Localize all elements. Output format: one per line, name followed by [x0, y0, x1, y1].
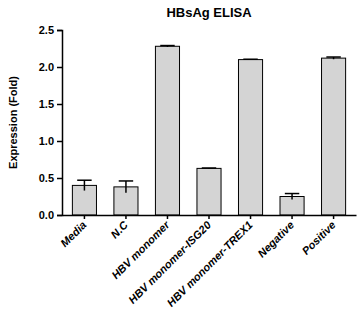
error-bar [160, 46, 174, 47]
title: HBsAg ELISA [166, 5, 252, 20]
x-tick-label: Positive [299, 219, 337, 257]
x-tick: Positive [299, 215, 337, 257]
x-tick-mark [208, 215, 210, 219]
error-cap [202, 167, 216, 169]
y-tick-label: 1.0 [39, 135, 54, 147]
plot: 0.00.51.01.52.02.5MediaN.CHBV monomerHBV… [39, 24, 357, 309]
x-tick-label: HBV monomer-ISG20 [126, 218, 214, 306]
x-tick: Negative [255, 215, 296, 260]
error-stem [125, 181, 127, 193]
y-tick-mark [57, 215, 62, 217]
y-tick: 1.0 [39, 135, 62, 147]
chart: 0.00.51.01.52.02.5MediaN.CHBV monomerHBV… [0, 0, 364, 321]
error-bar [243, 59, 257, 61]
error-cap [326, 56, 340, 58]
x-tick-mark [84, 215, 86, 219]
error-cap [119, 180, 133, 182]
y-axis-title: Expression (Fold) [7, 76, 19, 169]
bars [72, 46, 345, 215]
y-tick: 0.0 [39, 209, 62, 221]
x-tick: HBV monomer-ISG20 [126, 215, 214, 306]
y-tick-mark [57, 30, 62, 32]
y-tick: 0.5 [39, 172, 62, 184]
x-tick-label: HBV monomer-TREX1 [164, 219, 254, 309]
x-tick-label: Media [58, 219, 89, 250]
bar [155, 46, 179, 215]
y-tick-mark [57, 141, 62, 143]
y-tick-label: 1.5 [39, 98, 54, 110]
bar [322, 58, 346, 215]
x-tick: Media [58, 215, 89, 249]
error-bar [285, 194, 299, 200]
error-bar [202, 168, 216, 170]
error-cap [243, 58, 257, 60]
y-tick-label: 2.0 [39, 61, 54, 73]
error-cap [160, 45, 174, 47]
bar [238, 60, 262, 215]
y-tick-label: 2.5 [39, 24, 54, 36]
x-tick-mark [291, 215, 293, 219]
error-stem [84, 180, 86, 190]
x-tick: HBV monomer-TREX1 [164, 215, 254, 309]
y-tick: 2.5 [39, 24, 62, 36]
x-tick-label: N.C [108, 218, 131, 241]
y-axis: 0.0 0.5 1.0 1.5 2.0 2.5 [39, 24, 63, 221]
y-tick: 2.0 [39, 61, 62, 73]
y-tick-label: 0.5 [39, 172, 54, 184]
bar [197, 168, 221, 215]
error-bar [119, 181, 133, 193]
error-bar [326, 57, 340, 59]
error-stem [291, 194, 293, 200]
y-tick-mark [57, 104, 62, 106]
x-tick-label: Negative [255, 219, 296, 260]
y-tick-label: 0.0 [39, 209, 54, 221]
y-tick: 1.5 [39, 98, 62, 110]
error-bar [77, 180, 91, 190]
x-tick-mark [125, 215, 127, 219]
x-tick-mark [333, 215, 335, 219]
x-tick-mark [250, 215, 252, 219]
y-tick-mark [57, 178, 62, 180]
y-tick-mark [57, 67, 62, 69]
x-tick: N.C [108, 215, 131, 241]
x-axis: MediaN.CHBV monomerHBV monomer-ISG20HBV … [58, 215, 356, 309]
x-tick-mark [167, 215, 169, 219]
error-cap [285, 193, 299, 195]
error-cap [77, 179, 91, 181]
y-axis-line [57, 31, 63, 216]
